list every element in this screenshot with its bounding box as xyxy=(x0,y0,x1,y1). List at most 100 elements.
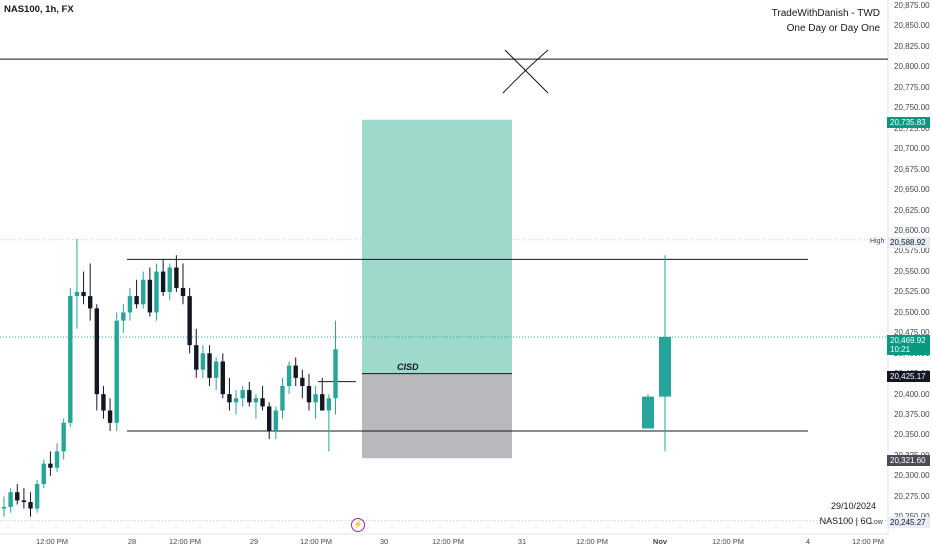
candle[interactable] xyxy=(167,263,172,301)
candle-body xyxy=(61,422,66,452)
candle-body xyxy=(15,492,20,501)
candle-body xyxy=(134,296,139,305)
candle[interactable] xyxy=(1,496,7,517)
candle-body xyxy=(48,463,53,468)
candle-body xyxy=(21,500,27,503)
candle-body xyxy=(233,398,239,403)
time-tick-label: 28 xyxy=(127,537,137,546)
candle[interactable] xyxy=(267,402,272,440)
candle[interactable] xyxy=(141,271,146,309)
candle-body xyxy=(187,296,192,346)
candle[interactable] xyxy=(320,377,325,411)
candle-body xyxy=(227,394,232,403)
entry-price-tag: 20,425.17 xyxy=(887,371,930,382)
lightning-icon[interactable]: ⚡ xyxy=(351,518,365,532)
candle-body xyxy=(247,390,252,403)
candle[interactable] xyxy=(28,492,33,517)
candle[interactable] xyxy=(94,304,100,411)
candle-body xyxy=(280,385,285,411)
price-tick-label: 20,750.00 xyxy=(894,103,930,113)
candle[interactable] xyxy=(68,287,73,427)
candle-body xyxy=(180,287,186,297)
candle[interactable] xyxy=(273,406,279,440)
candle[interactable] xyxy=(41,459,46,489)
candle-body xyxy=(41,463,46,485)
candle[interactable] xyxy=(280,377,285,419)
candle-body xyxy=(320,394,325,411)
candle[interactable] xyxy=(659,255,671,452)
candle[interactable] xyxy=(200,345,206,378)
candle[interactable] xyxy=(286,361,292,395)
low-label: Low xyxy=(870,519,883,526)
candle[interactable] xyxy=(61,418,66,460)
candle-body xyxy=(94,308,100,395)
candle[interactable] xyxy=(207,345,212,386)
high-price-tag: 20,588.92 xyxy=(887,237,930,248)
price-tick-label: 20,275.00 xyxy=(894,491,930,501)
candle[interactable] xyxy=(54,443,60,472)
candle[interactable] xyxy=(240,385,245,407)
price-tick-label: 20,250.00 xyxy=(894,512,930,521)
candle[interactable] xyxy=(81,271,86,305)
candle[interactable] xyxy=(313,385,318,419)
candle[interactable] xyxy=(21,488,27,509)
price-tick-label: 20,475.00 xyxy=(894,328,930,338)
candle[interactable] xyxy=(233,390,239,415)
candle[interactable] xyxy=(333,320,338,415)
stop-zone[interactable] xyxy=(362,373,512,459)
symbol-title[interactable]: NAS100, 1h, FX xyxy=(4,4,74,15)
candle[interactable] xyxy=(213,357,219,391)
candle[interactable] xyxy=(642,394,654,429)
candle-body xyxy=(74,292,80,297)
candle[interactable] xyxy=(160,259,166,297)
time-tick-label: 4 xyxy=(805,537,811,546)
candle[interactable] xyxy=(134,279,139,309)
candle[interactable] xyxy=(8,488,13,513)
candle[interactable] xyxy=(326,394,332,452)
candle[interactable] xyxy=(48,451,53,476)
candle-body xyxy=(28,502,33,509)
price-tick-label: 20,850.00 xyxy=(894,21,930,31)
candle[interactable] xyxy=(127,287,133,321)
price-tick-label: 20,575.00 xyxy=(894,246,930,256)
candle[interactable] xyxy=(180,263,186,305)
candle[interactable] xyxy=(194,328,199,378)
candle[interactable] xyxy=(253,394,259,419)
candle[interactable] xyxy=(187,287,192,354)
candle[interactable] xyxy=(227,377,232,411)
time-tick-label: 29 xyxy=(249,537,259,546)
candle-body xyxy=(220,361,225,395)
candle[interactable] xyxy=(74,238,80,329)
candle-body xyxy=(174,267,179,288)
candle[interactable] xyxy=(260,385,265,411)
candle[interactable] xyxy=(147,267,153,317)
watermark-line-2: One Day or Day One xyxy=(786,23,880,34)
price-tick-label: 20,650.00 xyxy=(894,185,930,195)
candle[interactable] xyxy=(114,312,119,431)
candle[interactable] xyxy=(107,398,113,431)
candle[interactable] xyxy=(34,479,40,513)
candle-body xyxy=(207,353,212,378)
candle-body xyxy=(642,396,654,429)
candle[interactable] xyxy=(15,484,20,505)
price-tick-label: 20,675.00 xyxy=(894,164,930,174)
date-label: 29/10/2024 xyxy=(830,501,876,511)
candle[interactable] xyxy=(174,255,179,293)
candle[interactable] xyxy=(247,381,252,407)
candle[interactable] xyxy=(306,373,312,411)
candle[interactable] xyxy=(87,263,93,321)
time-tick-label: 12:00 PM xyxy=(711,537,745,546)
candle[interactable] xyxy=(220,353,225,399)
candle[interactable] xyxy=(300,369,305,399)
price-tick-label: 20,775.00 xyxy=(894,82,930,92)
candle-body xyxy=(659,336,671,397)
candle[interactable] xyxy=(293,357,298,386)
candle-body xyxy=(1,506,7,509)
candle[interactable] xyxy=(154,263,159,321)
candle-body xyxy=(81,292,86,297)
candle[interactable] xyxy=(101,385,106,419)
target-zone[interactable] xyxy=(362,119,512,374)
cisd-label: CISD xyxy=(397,362,419,372)
candle[interactable] xyxy=(121,304,126,333)
